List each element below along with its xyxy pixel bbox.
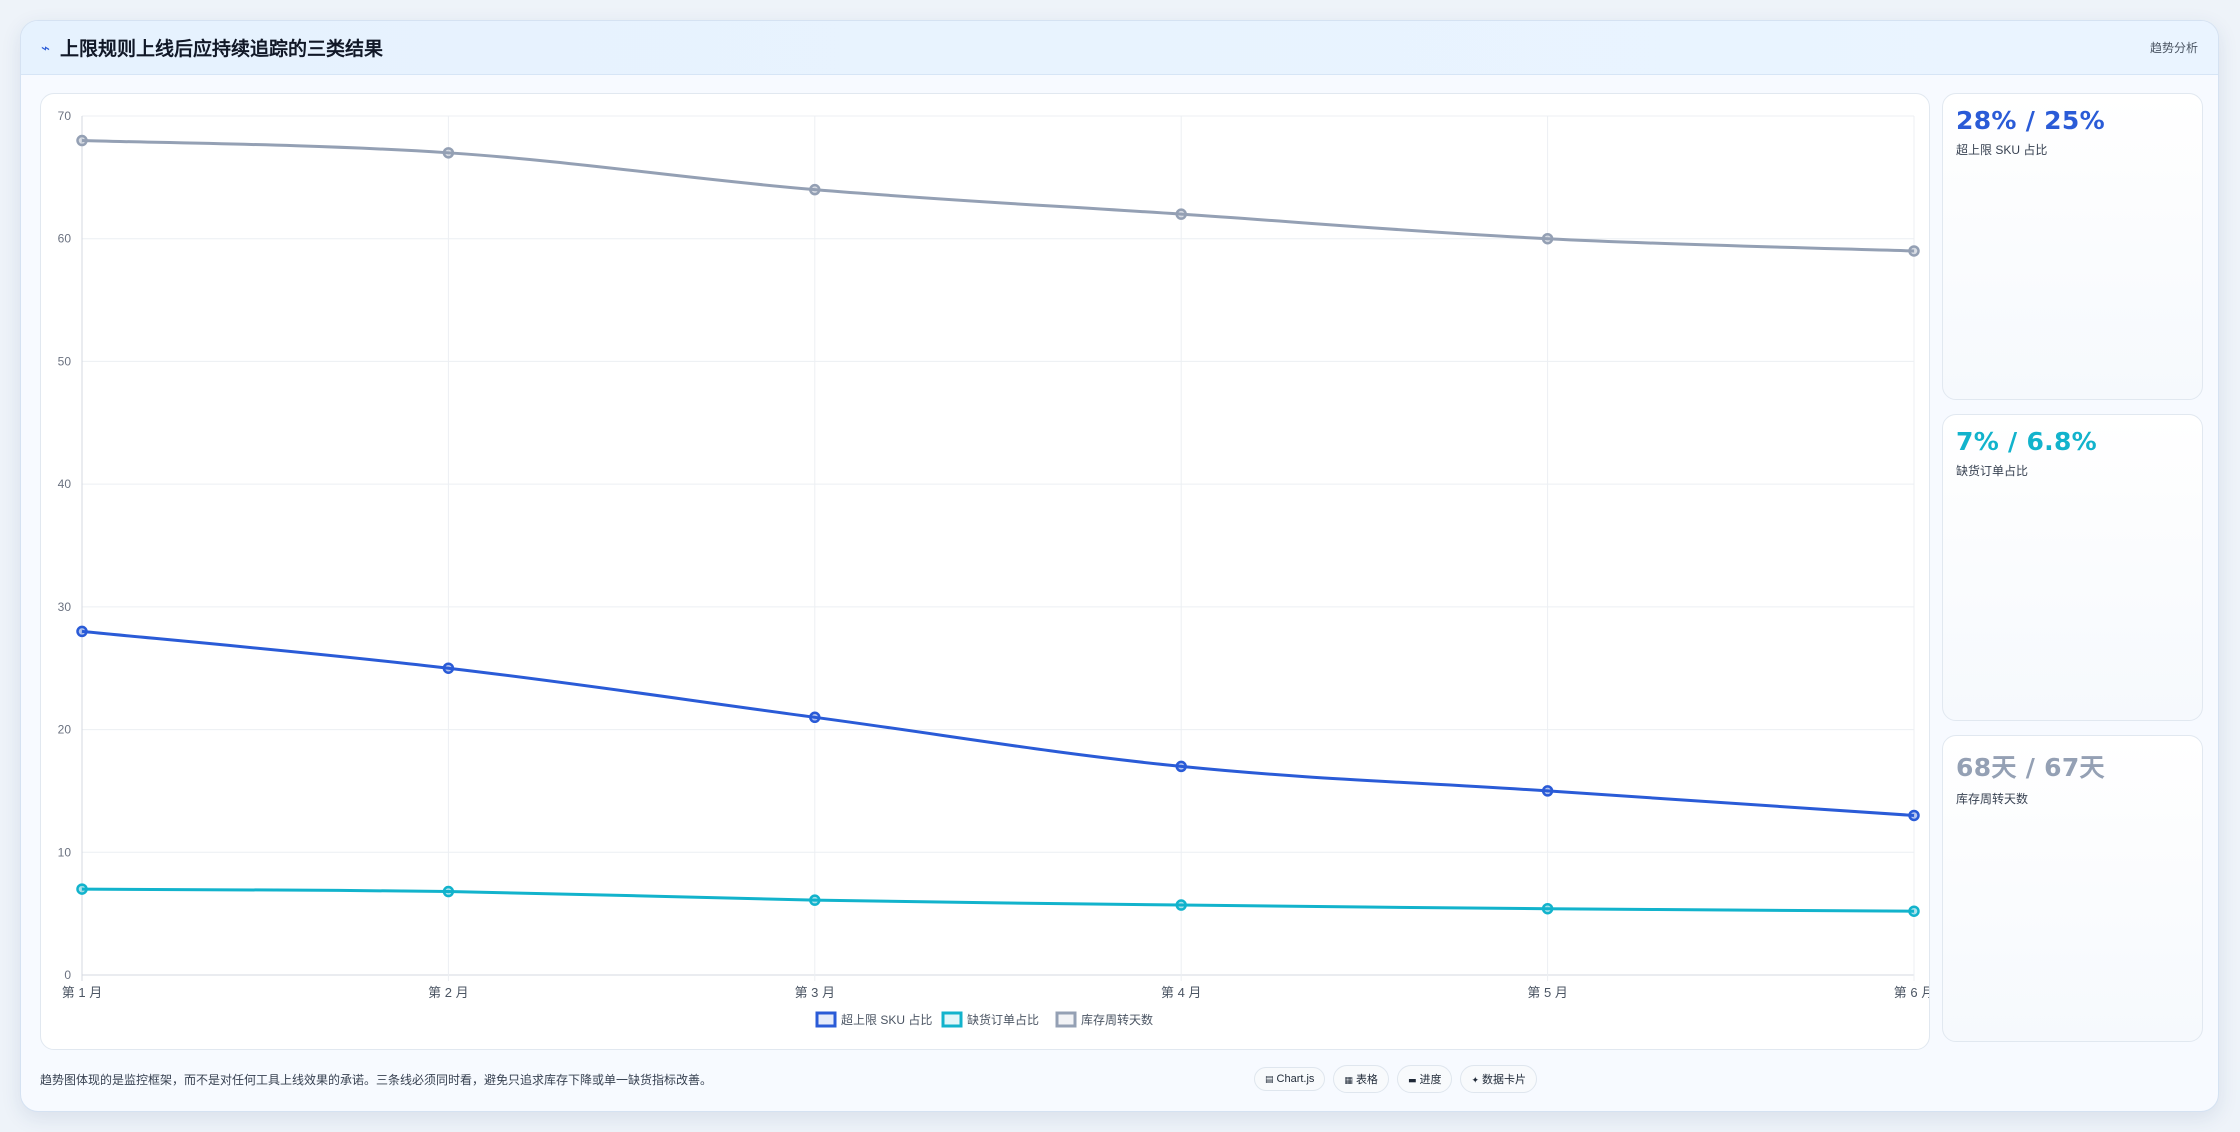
stat-panel: 28% / 25% 超上限 SKU 占比 7% / 6.8% 缺货订单占比 68… — [1942, 93, 2203, 1056]
stat-card-stockout: 7% / 6.8% 缺货订单占比 — [1942, 414, 2203, 721]
y-tick-label: 70 — [58, 109, 72, 123]
data-point — [1541, 785, 1554, 797]
page-title: 上限规则上线后应持续追踪的三类结果 — [60, 39, 384, 60]
data-point — [76, 883, 88, 895]
trend-line-icon: ⌁ — [41, 38, 51, 57]
data-point — [1908, 905, 1920, 917]
chip-table[interactable]: ▦ 表格 — [1333, 1065, 1389, 1093]
data-point — [442, 662, 455, 674]
legend-label: 缺货订单占比 — [967, 1012, 1039, 1027]
footer-note: 趋势图体现的是监控框架，而不是对任何工具上线效果的承诺。三条线必须同时看，避免只… — [40, 1072, 713, 1087]
chip-chartjs[interactable]: ▤ Chart.js — [1254, 1067, 1326, 1091]
data-point — [442, 147, 455, 159]
chip-label: 数据卡片 — [1482, 1074, 1526, 1086]
series-line-0 — [81, 629, 1915, 817]
chip-label: 表格 — [1355, 1074, 1378, 1086]
footer: 趋势图体现的是监控框架，而不是对任何工具上线效果的承诺。三条线必须同时看，避免只… — [40, 1059, 2200, 1099]
series-line-2 — [81, 139, 1915, 253]
chip-data-card[interactable]: ✦ 数据卡片 — [1460, 1065, 1537, 1093]
legend-swatch — [1055, 1011, 1077, 1028]
y-tick-label: 0 — [64, 968, 71, 982]
data-point — [1175, 899, 1187, 911]
x-tick-label: 第 1 月 — [62, 985, 102, 1000]
chip-label: 进度 — [1419, 1074, 1442, 1086]
x-tick-label: 第 2 月 — [428, 985, 468, 1000]
header: ⌁ 上限规则上线后应持续追踪的三类结果 趋势分析 — [21, 21, 2218, 75]
table-icon: ▦ — [1344, 1076, 1353, 1086]
chip-label: Chart.js — [1276, 1073, 1315, 1085]
data-point — [1908, 809, 1920, 822]
y-tick-label: 50 — [58, 354, 72, 368]
chip-progress[interactable]: ▬ 进度 — [1396, 1065, 1453, 1093]
stat-label: 库存周转天数 — [1956, 792, 2029, 806]
legend-label: 超上限 SKU 占比 — [841, 1012, 932, 1027]
series-line-1 — [81, 887, 1915, 913]
x-tick-label: 第 5 月 — [1527, 985, 1567, 1000]
data-point — [1175, 208, 1187, 220]
y-tick-label: 60 — [58, 232, 72, 246]
data-point — [76, 134, 88, 147]
card-icon: ✦ — [1471, 1076, 1479, 1086]
progress-icon: ▬ — [1407, 1076, 1417, 1086]
data-point — [1175, 760, 1187, 773]
legend-swatch — [941, 1011, 963, 1028]
data-point — [1541, 232, 1554, 245]
y-tick-label: 10 — [58, 845, 72, 859]
y-tick-label: 40 — [58, 477, 72, 491]
data-point — [809, 894, 821, 906]
stat-label: 缺货订单占比 — [1956, 464, 2029, 478]
line-chart: 0 10 20 30 40 50 60 70 第 1 月 第 2 月 第 3 月 第 4 月 第 5 月… — [58, 109, 1929, 1028]
stat-card-turnover: 68天 / 67天 库存周转天数 — [1942, 735, 2203, 1042]
chart-icon: ▤ — [1265, 1075, 1274, 1085]
header-tag: 趋势分析 — [2149, 41, 2198, 55]
data-point — [1908, 245, 1920, 257]
data-point — [76, 625, 88, 638]
chip-group: ▤ Chart.js ▦ 表格 ▬ 进度 ✦ 数据卡片 — [1254, 1059, 1537, 1099]
data-point — [809, 183, 821, 196]
x-tick-label: 第 4 月 — [1161, 985, 1201, 1000]
data-point — [809, 711, 821, 724]
y-tick-label: 30 — [58, 600, 72, 614]
app-window: ⌁ 上限规则上线后应持续追踪的三类结果 趋势分析 0 10 20 30 40 50 60 70… — [20, 20, 2219, 1112]
stat-card-overlimit: 28% / 25% 超上限 SKU 占比 — [1942, 93, 2203, 400]
x-tick-label: 第 6 月 — [1894, 985, 1929, 1000]
x-tick-label: 第 3 月 — [795, 985, 835, 1000]
chart-card: 0 10 20 30 40 50 60 70 第 1 月 第 2 月 第 3 月 第 4 月 第 5 月… — [40, 93, 1930, 1050]
legend-label: 库存周转天数 — [1081, 1012, 1153, 1027]
y-tick-label: 20 — [58, 723, 72, 737]
stat-value: 68天 / 67天 — [1956, 753, 2105, 782]
stat-value: 28% / 25% — [1956, 106, 2105, 135]
data-point — [1541, 902, 1554, 915]
stat-label: 超上限 SKU 占比 — [1956, 143, 2048, 157]
data-point — [442, 885, 455, 898]
stat-value: 7% / 6.8% — [1956, 427, 2098, 456]
legend-swatch — [815, 1011, 837, 1028]
